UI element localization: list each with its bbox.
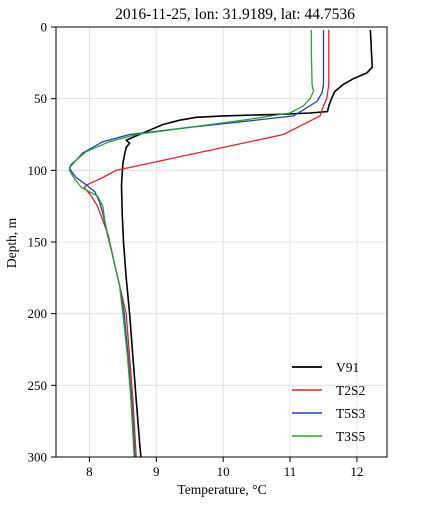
y-tick-label: 200 [28,306,48,321]
x-tick-label: 8 [86,464,93,479]
x-tick-label: 11 [284,464,297,479]
x-tick-label: 9 [153,464,160,479]
y-tick-label: 100 [28,163,48,178]
y-axis-label: Depth, m [4,217,19,268]
series-line-t2s2 [83,29,330,458]
y-tick-label: 50 [34,91,47,106]
legend-label-t2s2: T2S2 [336,383,365,398]
x-tick-label: 10 [217,464,230,479]
axis-ticks: 8 9 10 11 12 0 50 100 150 200 250 300 [28,20,364,480]
series-line-v91 [120,29,374,458]
legend-label-t5s3: T5S3 [336,406,366,421]
series-line-t5s3 [68,29,325,458]
chart-title: 2016-11-25, lon: 31.9189, lat: 44.7536 [115,6,355,23]
legend-label-t3s5: T3S5 [336,429,366,444]
y-tick-label: 0 [41,20,48,35]
legend-label-v91: V91 [336,360,359,375]
legend: V91 T2S2 T5S3 T3S5 [292,360,366,444]
series-lines [68,29,374,458]
y-tick-label: 250 [28,378,48,393]
y-tick-label: 300 [28,450,48,465]
y-tick-label: 150 [28,235,48,250]
x-axis-label: Temperature, °C [177,482,266,497]
x-tick-label: 12 [350,464,363,479]
series-line-t3s5 [68,29,315,458]
